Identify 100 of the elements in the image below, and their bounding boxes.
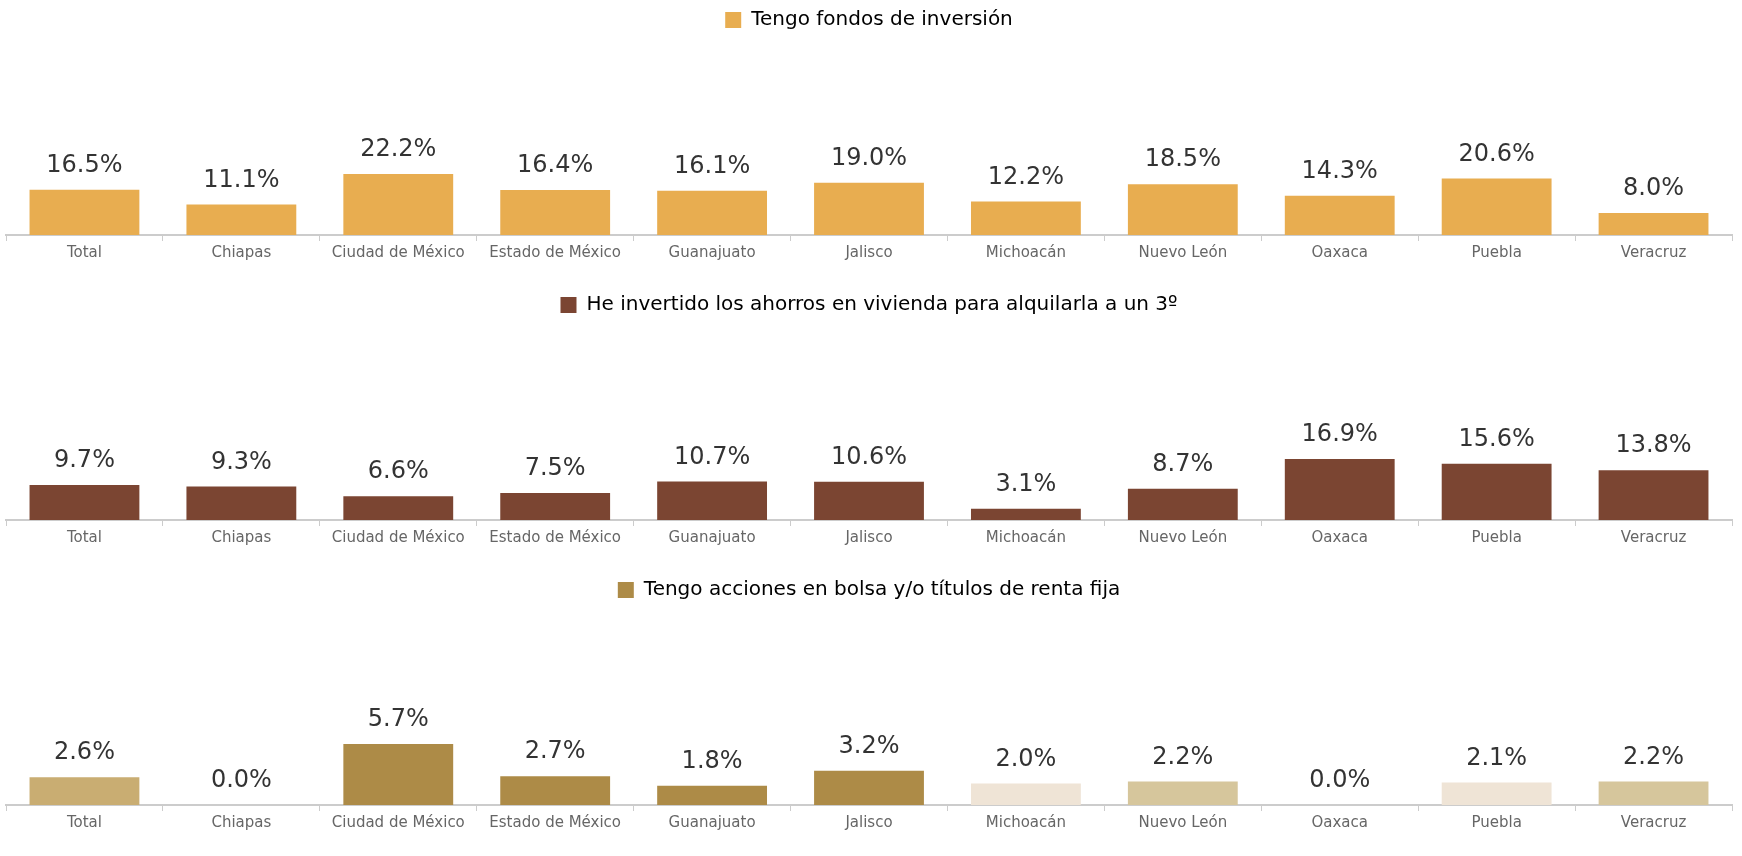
- bar: [1441, 178, 1552, 235]
- legend-label: Tengo fondos de inversión: [750, 6, 1013, 31]
- data-label: 16.9%: [1301, 419, 1378, 448]
- data-label: 2.6%: [53, 737, 115, 766]
- data-label: 10.7%: [673, 441, 751, 470]
- data-label: 8.7%: [1152, 448, 1214, 477]
- bar: [1284, 459, 1395, 520]
- data-label: 7.5%: [524, 453, 586, 482]
- bar: [1598, 213, 1709, 235]
- data-label: 10.6%: [830, 442, 908, 471]
- data-label: 2.7%: [524, 736, 586, 765]
- x-tick-label: Estado de México: [489, 527, 622, 546]
- data-label: 14.3%: [1301, 155, 1378, 184]
- bar: [1127, 781, 1238, 805]
- x-tick-label: Total: [65, 812, 102, 831]
- bar: [500, 492, 611, 520]
- x-tick-label: Estado de México: [489, 812, 622, 831]
- data-label: 16.4%: [517, 150, 594, 179]
- bar: [657, 481, 768, 520]
- x-tick-label: Estado de México: [489, 242, 622, 261]
- data-label: 5.7%: [367, 704, 429, 733]
- data-label: 2.2%: [1152, 741, 1214, 770]
- data-label: 19.0%: [830, 143, 908, 172]
- x-tick-label: Guanajuato: [668, 242, 756, 261]
- bar: [29, 777, 140, 805]
- data-label: 2.1%: [1466, 742, 1528, 771]
- x-tick-label: Nuevo León: [1138, 242, 1228, 261]
- data-label: 11.1%: [203, 164, 280, 193]
- data-label: 16.1%: [673, 151, 751, 180]
- x-tick-label: Jalisco: [844, 527, 893, 546]
- data-label: 8.0%: [1623, 173, 1685, 202]
- bar: [343, 496, 454, 520]
- bar: [186, 486, 297, 520]
- x-tick-label: Nuevo León: [1138, 527, 1228, 546]
- data-label: 22.2%: [360, 134, 437, 163]
- x-tick-label: Veracruz: [1620, 242, 1687, 261]
- bar: [1441, 782, 1552, 805]
- x-tick-label: Total: [65, 527, 102, 546]
- legend-label: Tengo acciones en bolsa y/o títulos de renta fija: [642, 576, 1121, 601]
- bar: [970, 201, 1081, 235]
- x-tick-label: Jalisco: [844, 812, 893, 831]
- x-tick-label: Ciudad de México: [331, 242, 465, 261]
- x-tick-label: Guanajuato: [668, 527, 756, 546]
- x-tick-label: Puebla: [1471, 242, 1522, 261]
- bar: [814, 182, 924, 235]
- data-label: 0.0%: [1309, 765, 1371, 794]
- bar: [1441, 463, 1552, 520]
- bar: [1598, 470, 1709, 520]
- x-tick-label: Oaxaca: [1311, 242, 1368, 261]
- data-label: 13.8%: [1615, 430, 1692, 459]
- bar: [1127, 488, 1238, 520]
- bar: [1598, 781, 1709, 805]
- bar: [29, 485, 140, 520]
- data-label: 12.2%: [987, 161, 1065, 190]
- bar: [657, 785, 768, 805]
- bar: [970, 783, 1081, 805]
- x-tick-label: Chiapas: [211, 812, 272, 831]
- x-tick-label: Chiapas: [211, 527, 272, 546]
- bar: [814, 770, 924, 805]
- x-tick-label: Chiapas: [211, 242, 272, 261]
- data-label: 2.0%: [995, 743, 1057, 772]
- x-tick-label: Puebla: [1471, 812, 1522, 831]
- data-label: 6.6%: [367, 456, 429, 485]
- data-label: 20.6%: [1458, 138, 1535, 167]
- data-label: 18.5%: [1144, 144, 1221, 173]
- data-label: 9.3%: [210, 446, 272, 475]
- data-label: 2.2%: [1623, 741, 1685, 770]
- bar: [500, 776, 611, 805]
- x-tick-label: Puebla: [1471, 527, 1522, 546]
- x-tick-label: Michoacán: [985, 527, 1066, 546]
- x-tick-label: Nuevo León: [1138, 812, 1228, 831]
- legend-label: He invertido los ahorros en vivienda para alquilarla a un 3º: [586, 291, 1178, 316]
- bar: [1284, 195, 1395, 235]
- bar: [814, 481, 924, 520]
- bar: [500, 189, 611, 235]
- data-label: 1.8%: [681, 745, 743, 774]
- bar: [1127, 184, 1238, 235]
- bar: [29, 189, 140, 235]
- bar: [343, 744, 454, 805]
- data-label: 3.1%: [995, 469, 1057, 498]
- bar: [343, 174, 454, 235]
- bar: [186, 204, 297, 235]
- x-tick-label: Total: [65, 242, 102, 261]
- x-tick-label: Michoacán: [985, 242, 1066, 261]
- x-tick-label: Michoacán: [985, 812, 1066, 831]
- bar: [970, 508, 1081, 520]
- x-tick-label: Veracruz: [1620, 812, 1687, 831]
- x-tick-label: Ciudad de México: [331, 812, 465, 831]
- x-tick-label: Ciudad de México: [331, 527, 465, 546]
- data-label: 16.5%: [46, 149, 123, 178]
- x-tick-label: Oaxaca: [1311, 812, 1368, 831]
- data-label: 0.0%: [210, 765, 272, 794]
- x-tick-label: Guanajuato: [668, 812, 756, 831]
- data-label: 15.6%: [1458, 423, 1535, 452]
- x-tick-label: Oaxaca: [1311, 527, 1368, 546]
- x-tick-label: Veracruz: [1620, 527, 1687, 546]
- data-label: 9.7%: [53, 445, 115, 474]
- x-tick-label: Jalisco: [844, 242, 893, 261]
- data-label: 3.2%: [838, 731, 900, 760]
- bar: [657, 190, 768, 235]
